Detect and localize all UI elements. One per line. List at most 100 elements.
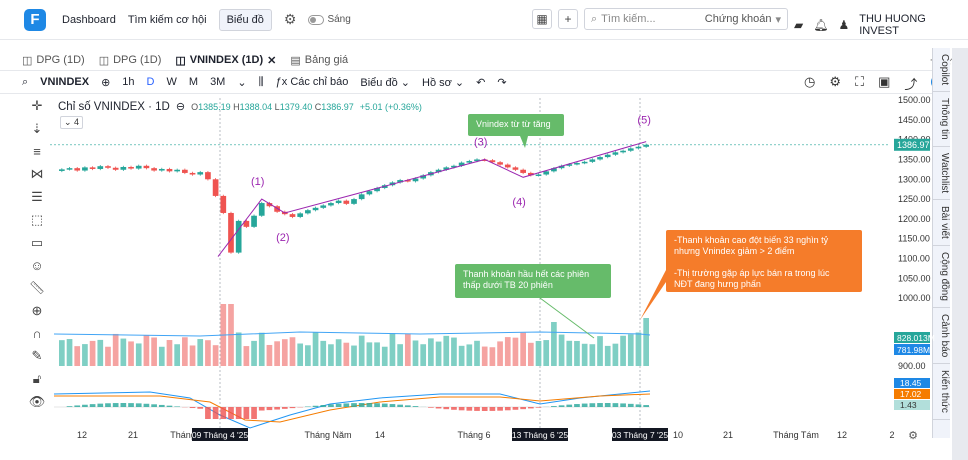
theme-toggle[interactable]: Sáng <box>308 14 351 25</box>
volume-bar <box>597 336 603 366</box>
time-highlight-label: 13 Tháng 6 '25 <box>512 430 569 440</box>
magnet-icon[interactable]: ∩ <box>32 326 42 341</box>
sidetab-knowledge[interactable]: Kiến thức <box>933 364 950 420</box>
lock-icon[interactable]: 🔓︎ <box>32 371 42 386</box>
candle-body <box>97 166 104 169</box>
chat-icon[interactable]: ▰ <box>794 18 804 32</box>
search-input[interactable]: ⌕ Tìm kiếm... Chứng khoán ▾ <box>584 8 788 30</box>
candle-body <box>489 160 496 163</box>
sidetab-community[interactable]: Cộng đồng <box>933 246 950 308</box>
note-pointer <box>640 270 666 320</box>
macd-histogram-bar <box>374 403 380 407</box>
ruler-icon[interactable]: 📏︎ <box>28 280 46 295</box>
interval-d[interactable]: D <box>146 76 155 88</box>
interval-w[interactable]: W <box>166 76 177 88</box>
add-symbol-icon[interactable]: ⊕ <box>101 76 111 89</box>
symbol-selector[interactable]: VNINDEX <box>40 76 90 88</box>
macd-histogram-bar <box>520 407 526 410</box>
volume-bar <box>527 342 534 366</box>
candle-body <box>512 167 519 170</box>
fib-icon[interactable]: ☰ <box>31 189 43 204</box>
tab-dpg-1[interactable]: ◫ DPG (1D) <box>22 54 85 67</box>
nav-opportunity-search[interactable]: Tìm kiếm cơ hội <box>127 13 207 26</box>
rectangle-icon[interactable]: ⬚ <box>30 212 44 227</box>
macd-value-label: 1.43 <box>900 400 917 410</box>
interval-1h[interactable]: 1h <box>122 76 135 88</box>
wave-label: (3) <box>474 136 487 148</box>
close-icon[interactable]: ✕ <box>267 54 277 67</box>
tab-price-board[interactable]: ▤ Bảng giá <box>290 54 348 67</box>
price-axis: 1500.00 1450.00 1400.00 1350.00 1300.00 1250.… <box>894 95 935 410</box>
macd-histogram-bar <box>120 403 127 407</box>
profile-button[interactable]: Hồ sơ ⌄ <box>422 76 465 89</box>
camera-icon[interactable]: ▣ <box>878 74 891 89</box>
sidetab-copilot[interactable]: Copilot <box>933 48 950 93</box>
chart-button[interactable]: Biểu đồ <box>218 8 272 31</box>
cursor-icon[interactable]: ⇣ <box>31 121 43 136</box>
price-tick-label: 1400.00 <box>898 135 931 145</box>
macd-histogram-bar <box>312 405 319 407</box>
pencil-lock-icon[interactable]: ✎ <box>31 348 43 363</box>
pattern-icon[interactable]: ⋈ <box>30 166 44 181</box>
volume-bar <box>151 337 157 366</box>
tab-vnindex[interactable]: ◫ VNINDEX (1D) ✕ <box>175 54 276 67</box>
bell-icon[interactable]: 🔔︎ <box>813 18 829 32</box>
candle-body <box>266 203 273 207</box>
tab-dpg-2[interactable]: ◫ DPG (1D) <box>99 54 162 67</box>
undo-icon[interactable]: ↶ <box>476 76 486 89</box>
candle-body <box>243 220 250 227</box>
alert-icon[interactable]: ◷ <box>804 74 816 89</box>
price-tick-label: 1100.00 <box>898 254 930 264</box>
expand-icon[interactable]: ⤢ <box>945 52 956 67</box>
user-name[interactable]: THU HUONG INVEST <box>859 13 926 37</box>
indicators-button[interactable]: ƒx Các chỉ báo <box>276 76 349 88</box>
note-uptrend-box <box>468 114 564 136</box>
interval-m[interactable]: M <box>188 76 199 88</box>
volume-bar <box>581 343 588 366</box>
legend-toggle[interactable]: ⊖ <box>175 101 186 113</box>
emoji-icon[interactable]: ☺ <box>30 258 44 273</box>
add-icon[interactable]: + <box>558 9 578 29</box>
redo-icon[interactable]: ↷ <box>497 76 507 89</box>
candle-body <box>112 167 119 170</box>
sidetab-info[interactable]: Thông tin <box>933 92 950 147</box>
candle-body <box>274 206 280 212</box>
share-icon[interactable]: ⤴ <box>904 77 918 92</box>
chart-tab-icon: ◫ <box>22 54 33 67</box>
candle-body <box>535 174 542 177</box>
settings-icon[interactable]: ⚙ <box>829 74 841 89</box>
sidetab-alerts[interactable]: Cảnh báo <box>933 308 950 365</box>
time-tick-label: 21 <box>723 430 733 440</box>
volume-bar <box>604 345 611 366</box>
vertical-scrollbar[interactable] <box>952 48 968 460</box>
zoom-icon[interactable]: ⊕ <box>31 303 43 318</box>
last-price-badge <box>894 138 930 151</box>
eye-icon[interactable]: 👁︎ <box>28 394 46 409</box>
avatar[interactable]: ♟ <box>838 18 850 32</box>
comment-icon[interactable]: ▭ <box>30 235 44 250</box>
search-category-select[interactable]: Chứng khoán <box>704 13 772 25</box>
chart-type-button[interactable]: Biểu đồ ⌄ <box>360 76 410 89</box>
gear-icon[interactable]: ⚙ <box>283 11 297 27</box>
trendline-icon[interactable]: ≡ <box>33 144 41 159</box>
search-icon[interactable]: ⌕ <box>22 75 29 88</box>
note-low-liquidity-text: Thanh khoản hầu hết các phiên <box>463 269 589 279</box>
macd-histogram-bar <box>458 407 465 411</box>
app-logo[interactable]: F <box>24 8 46 31</box>
toggle-switch[interactable] <box>308 14 325 25</box>
chevron-down-icon[interactable]: ⌄ <box>237 76 247 89</box>
interval-3m[interactable]: 3M <box>210 76 226 88</box>
fullscreen-icon[interactable]: ⛶ <box>855 74 865 89</box>
volume-bar <box>189 345 196 366</box>
volume-ma-badge <box>894 344 930 355</box>
volume-bar <box>305 345 311 366</box>
sidetab-posts[interactable]: Bài viết <box>933 200 950 246</box>
grid-layout-icon[interactable]: ▦ <box>532 9 552 29</box>
indicator-count[interactable]: ⌄ 4 <box>60 116 84 129</box>
candle-type-icon[interactable]: ⫼ <box>258 75 264 88</box>
nav-dashboard[interactable]: Dashboard <box>62 13 116 26</box>
sidetab-watchlist[interactable]: Watchlist <box>933 147 950 201</box>
volume-bars <box>53 304 651 366</box>
crosshair-icon[interactable]: ✛ <box>31 98 43 113</box>
price-tick-label: 1450.00 <box>898 115 931 125</box>
